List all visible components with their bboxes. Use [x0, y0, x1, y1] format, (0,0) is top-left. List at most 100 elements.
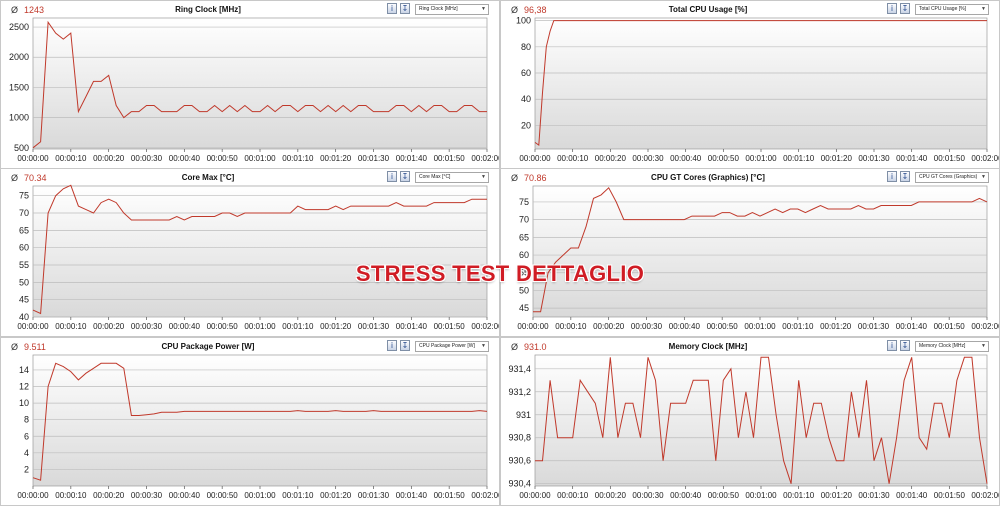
chart-panel-cpu-gt-cores-graphics-c: 45 50 55 60 65 70 75 00:00:00 00:00:10 00:00:20 00… — [500, 168, 1000, 337]
average-readout: Ø 70.86 — [511, 173, 547, 183]
data-series-line — [32, 184, 487, 315]
x-tick-label: 00:00:50 — [207, 491, 239, 500]
average-symbol: Ø — [511, 173, 519, 183]
y-tick-label: 45 — [519, 303, 529, 313]
x-tick-label: 00:02:00 — [971, 322, 999, 331]
y-tick-label: 1000 — [9, 113, 29, 123]
x-tick-label: 00:01:00 — [244, 154, 276, 163]
x-tick-label: 00:01:00 — [745, 154, 777, 163]
x-tick-label: 00:00:30 — [131, 322, 163, 331]
average-symbol: Ø — [11, 342, 19, 352]
export-icon[interactable]: ↧ — [400, 3, 410, 14]
x-tick-label: 00:01:10 — [783, 154, 815, 163]
x-tick-label: 00:00:00 — [17, 491, 49, 500]
export-icon[interactable]: ↧ — [900, 3, 910, 14]
export-icon[interactable]: ↧ — [900, 171, 910, 182]
sensor-select-value: Ring Clock [MHz] — [419, 6, 458, 12]
x-tick-label: 00:01:30 — [858, 491, 890, 500]
sensor-select-value: Core Max [°C] — [419, 174, 451, 180]
y-tick-label: 70 — [519, 215, 529, 225]
chart-title: Memory Clock [MHz] — [668, 342, 748, 351]
x-tick-label: 00:00:10 — [557, 154, 589, 163]
x-tick-label: 00:00:10 — [55, 491, 87, 500]
x-tick-label: 00:00:20 — [593, 322, 625, 331]
sensor-select[interactable]: CPU GT Cores (Graphics) ▼ — [915, 172, 989, 183]
x-tick-label: 00:01:20 — [820, 322, 852, 331]
chart-panel-cpu-package-power-w: 2 4 6 8 10 12 14 00:00:00 00:00:10 00:00:20 00:00:… — [0, 337, 500, 506]
info-icon[interactable]: i — [387, 340, 397, 351]
y-tick-label: 100 — [516, 16, 531, 26]
x-tick-label: 00:00:40 — [669, 322, 701, 331]
line-chart-ring-clock-mhz: 500 1000 1500 2000 2500 00:00:00 00:00:10 00:00… — [9, 17, 499, 163]
y-tick-label: 10 — [19, 398, 29, 408]
y-tick-label: 75 — [19, 191, 29, 201]
x-tick-label: 00:01:30 — [858, 154, 890, 163]
x-tick-label: 00:00:50 — [708, 491, 740, 500]
x-tick-label: 00:00:20 — [595, 491, 627, 500]
chart-panel-ring-clock-mhz: 500 1000 1500 2000 2500 00:00:00 00:00:10 00:00… — [0, 0, 500, 169]
dropdown-arrow-icon: ▼ — [981, 6, 986, 12]
x-tick-label: 00:01:50 — [934, 491, 966, 500]
export-icon[interactable]: ↧ — [400, 171, 410, 182]
y-tick-label: 55 — [519, 268, 529, 278]
chart-title: CPU GT Cores (Graphics) [°C] — [651, 173, 765, 182]
chart-title: Core Max [°C] — [181, 173, 235, 182]
x-tick-label: 00:01:40 — [396, 322, 428, 331]
average-value: 70.34 — [24, 173, 47, 183]
y-tick-label: 12 — [19, 382, 29, 392]
dropdown-arrow-icon: ▼ — [981, 174, 986, 180]
x-tick-label: 00:00:50 — [207, 322, 239, 331]
x-tick-label: 00:01:40 — [896, 491, 928, 500]
line-chart-core-max-c: 40 45 50 55 60 65 70 75 00:00:00 00:00:10 00:00:20… — [17, 184, 499, 331]
sensor-select-value: CPU Package Power [W] — [419, 343, 475, 349]
sensor-select-value: CPU GT Cores (Graphics) — [919, 174, 978, 180]
info-icon[interactable]: i — [887, 3, 897, 14]
chart-title: CPU Package Power [W] — [161, 342, 255, 351]
data-series-line — [32, 362, 488, 481]
export-icon[interactable]: ↧ — [400, 340, 410, 351]
sensor-select-value: Memory Clock [MHz] — [919, 343, 966, 349]
data-series-line — [535, 356, 988, 484]
y-tick-label: 65 — [19, 225, 29, 235]
y-tick-label: 50 — [19, 277, 29, 287]
y-tick-label: 40 — [521, 94, 531, 104]
x-tick-label: 00:00:20 — [595, 154, 627, 163]
sensor-select[interactable]: CPU Package Power [W] ▼ — [415, 341, 489, 352]
plot-area — [534, 17, 988, 150]
average-symbol: Ø — [11, 173, 19, 183]
x-tick-label: 00:01:10 — [782, 322, 814, 331]
y-tick-label: 931,4 — [508, 364, 531, 374]
info-icon[interactable]: i — [887, 340, 897, 351]
x-tick-label: 00:01:10 — [282, 154, 314, 163]
y-tick-label: 8 — [24, 415, 29, 425]
sensor-select[interactable]: Core Max [°C] ▼ — [415, 172, 489, 183]
sensor-select[interactable]: Ring Clock [MHz] ▼ — [415, 4, 489, 15]
y-tick-label: 931 — [516, 410, 531, 420]
x-tick-label: 00:01:50 — [434, 491, 466, 500]
plot-area — [32, 185, 488, 318]
average-value: 70.86 — [524, 173, 547, 183]
x-tick-label: 00:00:00 — [517, 322, 549, 331]
x-tick-label: 00:00:10 — [555, 322, 587, 331]
x-tick-label: 00:01:50 — [934, 322, 966, 331]
x-tick-label: 00:01:50 — [934, 154, 966, 163]
line-chart-memory-clock-mhz: 930,4 930,6 930,8 931 931,2 931,4 00:00:00 00:0… — [508, 354, 999, 500]
info-icon[interactable]: i — [387, 171, 397, 182]
x-tick-label: 00:01:20 — [320, 491, 352, 500]
info-icon[interactable]: i — [387, 3, 397, 14]
y-tick-label: 75 — [519, 197, 529, 207]
sensor-select[interactable]: Total CPU Usage [%] ▼ — [915, 4, 989, 15]
x-tick-label: 00:01:30 — [358, 322, 390, 331]
average-symbol: Ø — [511, 5, 519, 15]
chart-panel-core-max-c: 40 45 50 55 60 65 70 75 00:00:00 00:00:10 00:00:20… — [0, 168, 500, 337]
chart-panel-memory-clock-mhz: 930,4 930,6 930,8 931 931,2 931,4 00:00:00 00:0… — [500, 337, 1000, 506]
x-tick-label: 00:01:20 — [821, 491, 853, 500]
data-series-line — [533, 186, 988, 313]
y-tick-label: 500 — [14, 143, 29, 153]
x-tick-label: 00:01:10 — [783, 491, 815, 500]
info-icon[interactable]: i — [887, 171, 897, 182]
x-tick-label: 00:01:10 — [282, 491, 314, 500]
sensor-select[interactable]: Memory Clock [MHz] ▼ — [915, 341, 989, 352]
y-tick-label: 60 — [19, 243, 29, 253]
export-icon[interactable]: ↧ — [900, 340, 910, 351]
